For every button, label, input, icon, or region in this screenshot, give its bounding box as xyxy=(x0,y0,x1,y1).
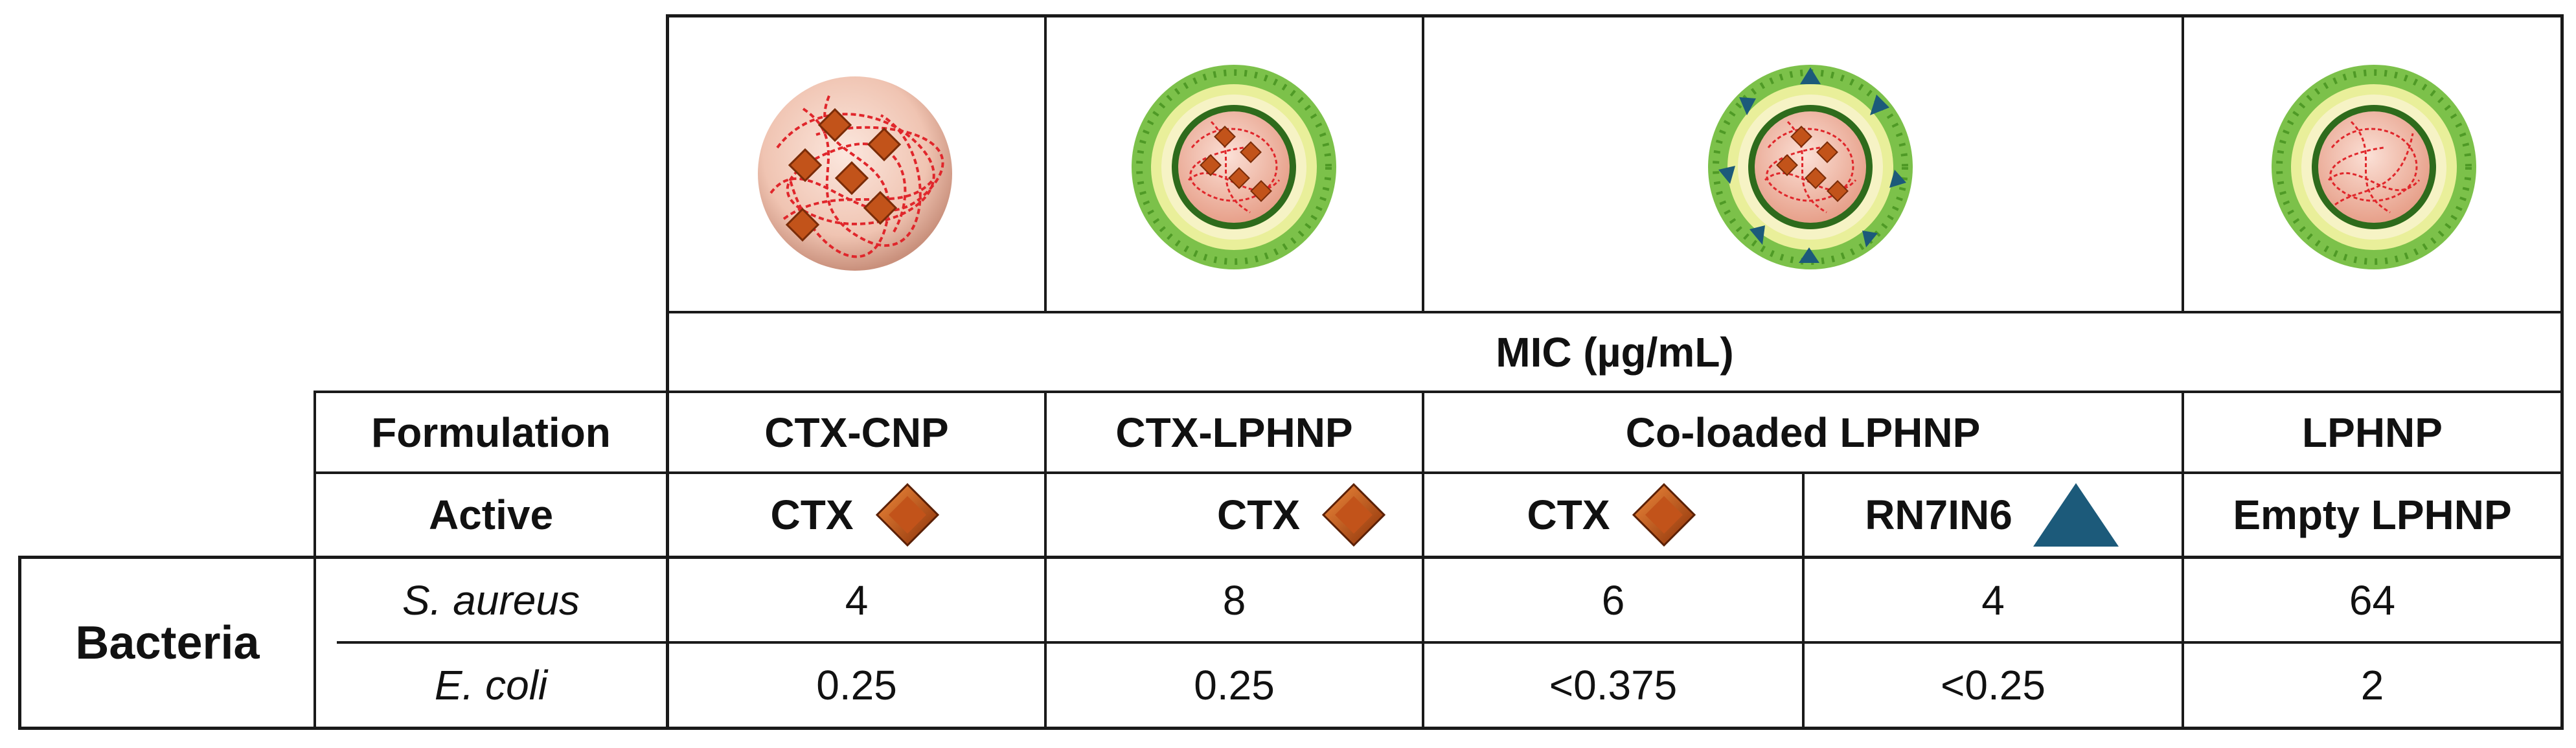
empty-lphnp-icon xyxy=(2272,65,2476,269)
ctx-diamond-icon xyxy=(1321,482,1386,547)
bacteria-name: E. coli xyxy=(434,662,548,708)
formulation-header: CTX-CNP xyxy=(764,409,949,456)
formulation-header: CTX-LPHNP xyxy=(1115,409,1353,456)
bacteria-row-label: Bacteria xyxy=(75,617,260,669)
mic-value: 0.25 xyxy=(816,662,897,708)
mic-value: <0.375 xyxy=(1549,662,1678,708)
co-loaded-lphnp-icon xyxy=(1708,65,1913,269)
ctx-diamond-icon xyxy=(1632,482,1696,547)
grid-line xyxy=(2182,14,2184,311)
grid-line xyxy=(666,14,669,730)
grid-line xyxy=(1044,391,1047,730)
mic-header: MIC (µg/mL) xyxy=(669,313,2560,391)
grid-line xyxy=(1802,471,1805,730)
mic-value: 8 xyxy=(1222,576,1246,624)
grid-line xyxy=(2560,14,2564,730)
mic-value: <0.25 xyxy=(1941,662,2046,708)
mic-header-label: MIC (µg/mL) xyxy=(1496,328,1734,376)
grid-line xyxy=(1422,14,1424,311)
grid-line xyxy=(313,471,2564,474)
ctx-diamond-icon xyxy=(875,482,939,547)
bacteria-name: S. aureus xyxy=(402,576,580,624)
grid-line xyxy=(337,641,2564,644)
formulation-header: LPHNP xyxy=(2302,409,2443,456)
active-row-label: Active xyxy=(428,492,554,538)
formulation-row-label: Formulation xyxy=(371,409,611,456)
grid-line xyxy=(1422,391,1424,730)
grid-line xyxy=(18,727,2564,730)
grid-line xyxy=(18,556,21,730)
rn7in6-triangle-icon xyxy=(2033,483,2119,547)
mic-value: 6 xyxy=(1601,576,1625,624)
grid-line xyxy=(666,311,2564,313)
active-cell: Empty LPHNP xyxy=(2233,492,2512,538)
mic-value: 2 xyxy=(2360,662,2384,708)
lipid-polymer-hybrid-nanoparticle-ctx-icon xyxy=(1132,65,1336,269)
mic-value: 4 xyxy=(1981,576,2005,624)
mic-value: 0.25 xyxy=(1194,662,1275,708)
mic-value: 4 xyxy=(845,576,869,624)
chitosan-nanoparticle-ctx-icon xyxy=(758,76,952,271)
grid-line xyxy=(666,14,2564,17)
grid-line xyxy=(313,391,2564,393)
grid-line xyxy=(2182,391,2184,730)
active-cell: CTX xyxy=(1047,474,1422,556)
grid-line xyxy=(18,556,2564,559)
mic-value: 64 xyxy=(2349,576,2396,624)
active-cell: CTX xyxy=(1424,474,1802,556)
formulation-header: Co-loaded LPHNP xyxy=(1625,409,1981,456)
active-cell: RN7IN6 xyxy=(1805,474,2182,556)
grid-line xyxy=(313,391,316,730)
active-cell: CTX xyxy=(669,474,1044,556)
grid-line xyxy=(1044,14,1047,311)
